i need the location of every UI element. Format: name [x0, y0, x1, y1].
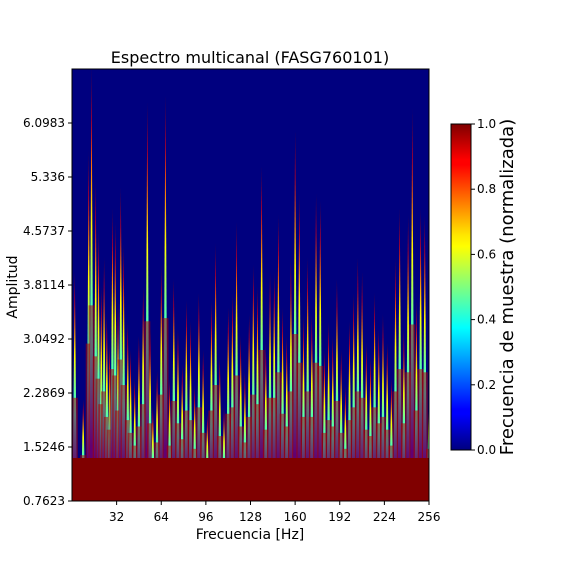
- spectrum-peak-base: [275, 372, 282, 501]
- colorbar-tick-label: 0.2: [477, 378, 496, 392]
- spectrum-peak-base: [271, 397, 278, 501]
- spectrum-peak-base: [413, 410, 420, 501]
- x-tick-label: 96: [198, 510, 213, 524]
- spectrum-peak-base: [195, 407, 202, 501]
- colorbar-tick-label: 0.6: [477, 247, 496, 261]
- y-tick-label: 3.0492: [23, 332, 65, 346]
- spectrum-peak-base: [421, 372, 428, 501]
- spectrum-peak-base: [183, 410, 190, 501]
- plot-area: [72, 69, 429, 501]
- spectrum-peak-base: [333, 400, 340, 501]
- y-tick-label: 3.8114: [23, 278, 65, 292]
- x-tick-label: 128: [239, 510, 262, 524]
- spectrum-peak-base: [296, 362, 303, 501]
- colorbar-tick-label: 0.4: [477, 313, 496, 327]
- spectrum-peak-base: [371, 407, 378, 501]
- colorbar: [450, 123, 472, 451]
- colorbar-ticks: 0.0 0.2 0.4 0.6 0.8 1.0: [471, 117, 496, 457]
- spectrum-peak-base: [292, 334, 299, 501]
- spectrum-peak-base: [225, 413, 232, 501]
- colorbar-tick-label: 0.8: [477, 182, 496, 196]
- spectrum-peak-base: [279, 413, 286, 501]
- spectrum-peak-base: [158, 394, 165, 501]
- x-tick-label: 64: [154, 510, 169, 524]
- spectrum-peak-base: [313, 362, 320, 501]
- spectrum-peak-base: [254, 404, 261, 501]
- spectrum-peak-base: [88, 305, 95, 501]
- spectrum-peak-base: [144, 321, 151, 501]
- spectrum-peak-base: [350, 407, 357, 501]
- spectrum-peak-base: [258, 349, 265, 501]
- spectrum-peak-base: [140, 404, 147, 501]
- y-tick-label: 4.5737: [23, 224, 65, 238]
- x-tick-label: 32: [109, 510, 124, 524]
- colorbar-tick-label: 0.0: [477, 443, 496, 457]
- colorbar-label: Frecuencia de muestra (normalizada): [497, 119, 518, 455]
- spectrum-peak-base: [354, 391, 361, 501]
- spectrum-peak-base: [392, 391, 399, 501]
- spectrum-peak-base: [120, 385, 127, 501]
- colorbar-tick-label: 1.0: [477, 117, 496, 131]
- chart-title: Espectro multicanal (FASG760101): [111, 48, 389, 67]
- y-axis: 0.7623 1.5246 2.2869 3.0492 3.8114 4.5737 5.33…: [23, 116, 72, 508]
- x-tick-label: 192: [328, 510, 351, 524]
- y-tick-label: 0.7623: [23, 494, 65, 508]
- x-tick-label: 224: [373, 510, 396, 524]
- y-tick-label: 2.2869: [23, 386, 65, 400]
- spectrum-peak-base: [212, 385, 219, 501]
- x-axis-label: Frecuencia [Hz]: [196, 527, 305, 543]
- x-tick-label: 256: [418, 510, 441, 524]
- spectrum-peak-base: [162, 318, 169, 501]
- spectrum-peak-base: [359, 397, 366, 501]
- spectrum-peak-base: [317, 365, 324, 501]
- spectrum-peak-base: [267, 397, 274, 501]
- base-band: [72, 458, 429, 501]
- spectrum-peak-base: [405, 372, 412, 501]
- y-tick-label: 1.5246: [23, 440, 65, 454]
- spectrum-peak-base: [417, 369, 424, 501]
- spectrum-peak-base: [304, 391, 311, 501]
- spectrum-peak-base: [250, 394, 257, 501]
- y-axis-label: Amplitud: [5, 255, 21, 318]
- x-axis: 32 64 96 128 160 192 224 256: [109, 501, 440, 524]
- spectrum-peak-base: [287, 391, 294, 501]
- spectrum-peak-base: [72, 397, 78, 501]
- x-tick-label: 160: [284, 510, 307, 524]
- y-tick-label: 6.0983: [23, 116, 65, 130]
- spectrum-peak-base: [396, 369, 403, 501]
- spectrum-peak-base: [409, 324, 416, 501]
- spectrum-peak-base: [233, 375, 240, 501]
- spectrum-peak-base: [170, 400, 177, 501]
- y-tick-label: 5.336: [31, 170, 65, 184]
- spectrum-peak-base: [229, 407, 236, 501]
- spectrum-peak-base: [208, 410, 215, 501]
